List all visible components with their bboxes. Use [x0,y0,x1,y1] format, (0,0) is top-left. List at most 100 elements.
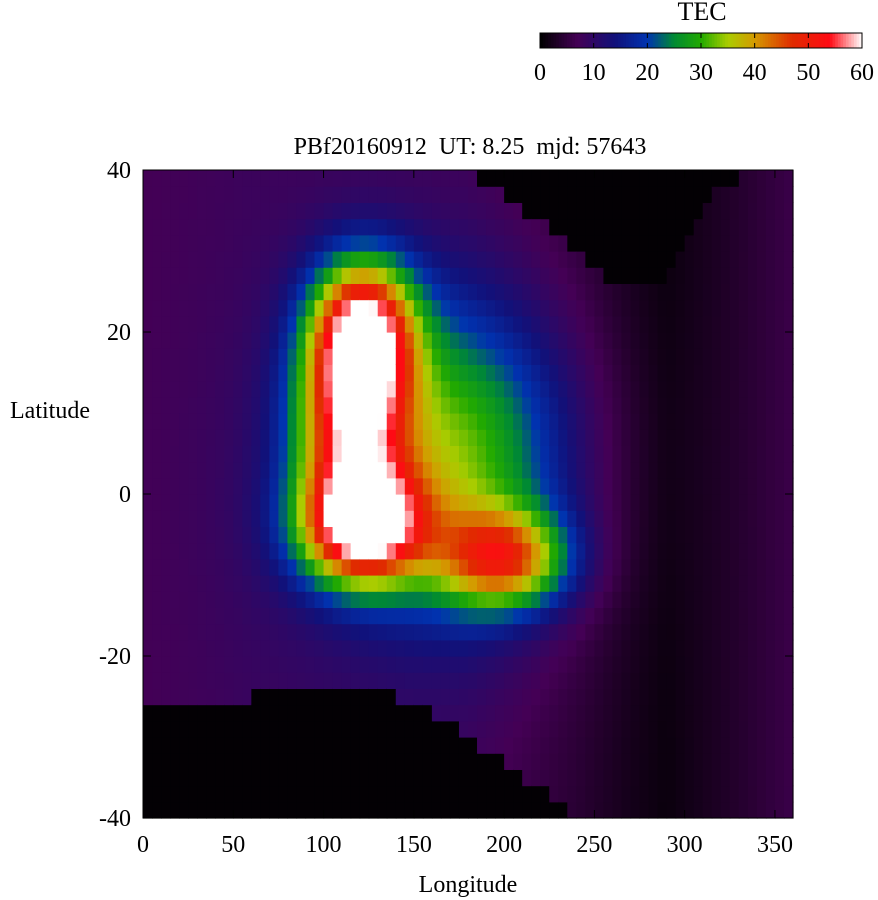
heatmap-cell [630,218,641,236]
heatmap-cell [413,396,424,414]
heatmap-cell [540,720,550,738]
heatmap-cell [404,413,415,430]
heatmap-cell [260,332,270,349]
heatmap-cell [729,672,740,689]
heatmap-cell [504,396,514,414]
heatmap-cell [314,267,325,284]
heatmap-cell [603,737,614,754]
heatmap-cell [711,526,722,544]
heatmap-cell [332,332,343,349]
heatmap-cell [504,575,514,592]
heatmap-cell [567,332,577,349]
heatmap-cell [639,202,650,220]
heatmap-cell [675,429,686,446]
heatmap-cell [522,704,532,722]
heatmap-cell [296,283,307,301]
heatmap-cell [576,218,586,236]
heatmap-cell [630,461,641,479]
colorbar-cell [730,33,734,48]
heatmap-cell [422,623,433,641]
heatmap-cell [368,494,379,511]
heatmap-cell [215,785,225,803]
heatmap-cell [269,348,280,365]
heatmap-cell [458,688,469,706]
heatmap-cell [152,575,162,592]
heatmap-cell [702,672,713,689]
heatmap-cell [323,704,334,722]
heatmap-cell [747,315,758,333]
heatmap-cell [377,332,388,349]
heatmap-cell [323,477,334,495]
heatmap-cell [251,477,261,495]
heatmap-cell [567,591,577,608]
heatmap-cell [657,283,668,301]
heatmap-cell [756,380,767,398]
heatmap-cell [495,688,505,706]
heatmap-cell [648,737,659,754]
heatmap-cell [783,234,794,252]
heatmap-cell [576,639,586,657]
heatmap-cell [585,607,595,625]
heatmap-cell [486,542,496,560]
heatmap-cell [341,801,352,819]
heatmap-cell [621,526,632,544]
heatmap-cell [684,429,695,446]
heatmap-cell [296,801,307,819]
heatmap-cell [332,380,343,398]
x-axis-label: Longitude [419,872,518,898]
heatmap-cell [486,672,496,689]
heatmap-cell [639,639,650,657]
heatmap-cell [558,477,568,495]
heatmap-cell [711,267,722,284]
heatmap-cell [504,494,514,511]
y-tick-label: 20 [107,320,131,346]
heatmap-cell [233,332,243,349]
heatmap-cell [386,429,397,446]
heatmap-cell [720,445,731,463]
heatmap-cell [206,510,216,527]
heatmap-cell [215,526,225,544]
heatmap-cell [440,234,451,252]
heatmap-cell [251,526,261,544]
heatmap-cell [161,348,171,365]
heatmap-cell [197,575,207,592]
heatmap-cell [594,170,605,187]
heatmap-cell [576,315,586,333]
heatmap-cell [774,218,785,236]
heatmap-cell [630,299,641,317]
heatmap-cell [657,737,668,754]
heatmap-cell [666,299,677,317]
heatmap-cell [711,445,722,463]
heatmap-cell [675,510,686,527]
heatmap-cell [684,801,695,819]
heatmap-cell [341,656,352,673]
heatmap-cell [242,672,252,689]
heatmap-cell [332,413,343,430]
heatmap-cell [368,364,379,382]
heatmap-cell [621,267,632,284]
heatmap-cell [666,656,677,673]
heatmap-cell [404,461,415,479]
heatmap-cell [413,688,424,706]
colorbar-cell [585,33,589,48]
heatmap-cell [449,737,460,754]
heatmap-cell [684,656,695,673]
heatmap-cell [513,542,523,560]
heatmap-cell [594,332,605,349]
heatmap-cell [260,801,270,819]
heatmap-cell [783,656,794,673]
heatmap-cell [323,251,334,268]
heatmap-cell [287,510,298,527]
heatmap-cell [287,575,298,592]
heatmap-cell [143,332,153,349]
heatmap-cell [693,218,704,236]
heatmap-cell [251,380,261,398]
heatmap-cell [693,429,704,446]
heatmap-cell [531,170,541,187]
heatmap-cell [224,639,234,657]
heatmap-cell [422,218,433,236]
heatmap-cell [540,218,550,236]
heatmap-cell [594,639,605,657]
heatmap-cell [413,332,424,349]
heatmap-cell [765,575,776,592]
